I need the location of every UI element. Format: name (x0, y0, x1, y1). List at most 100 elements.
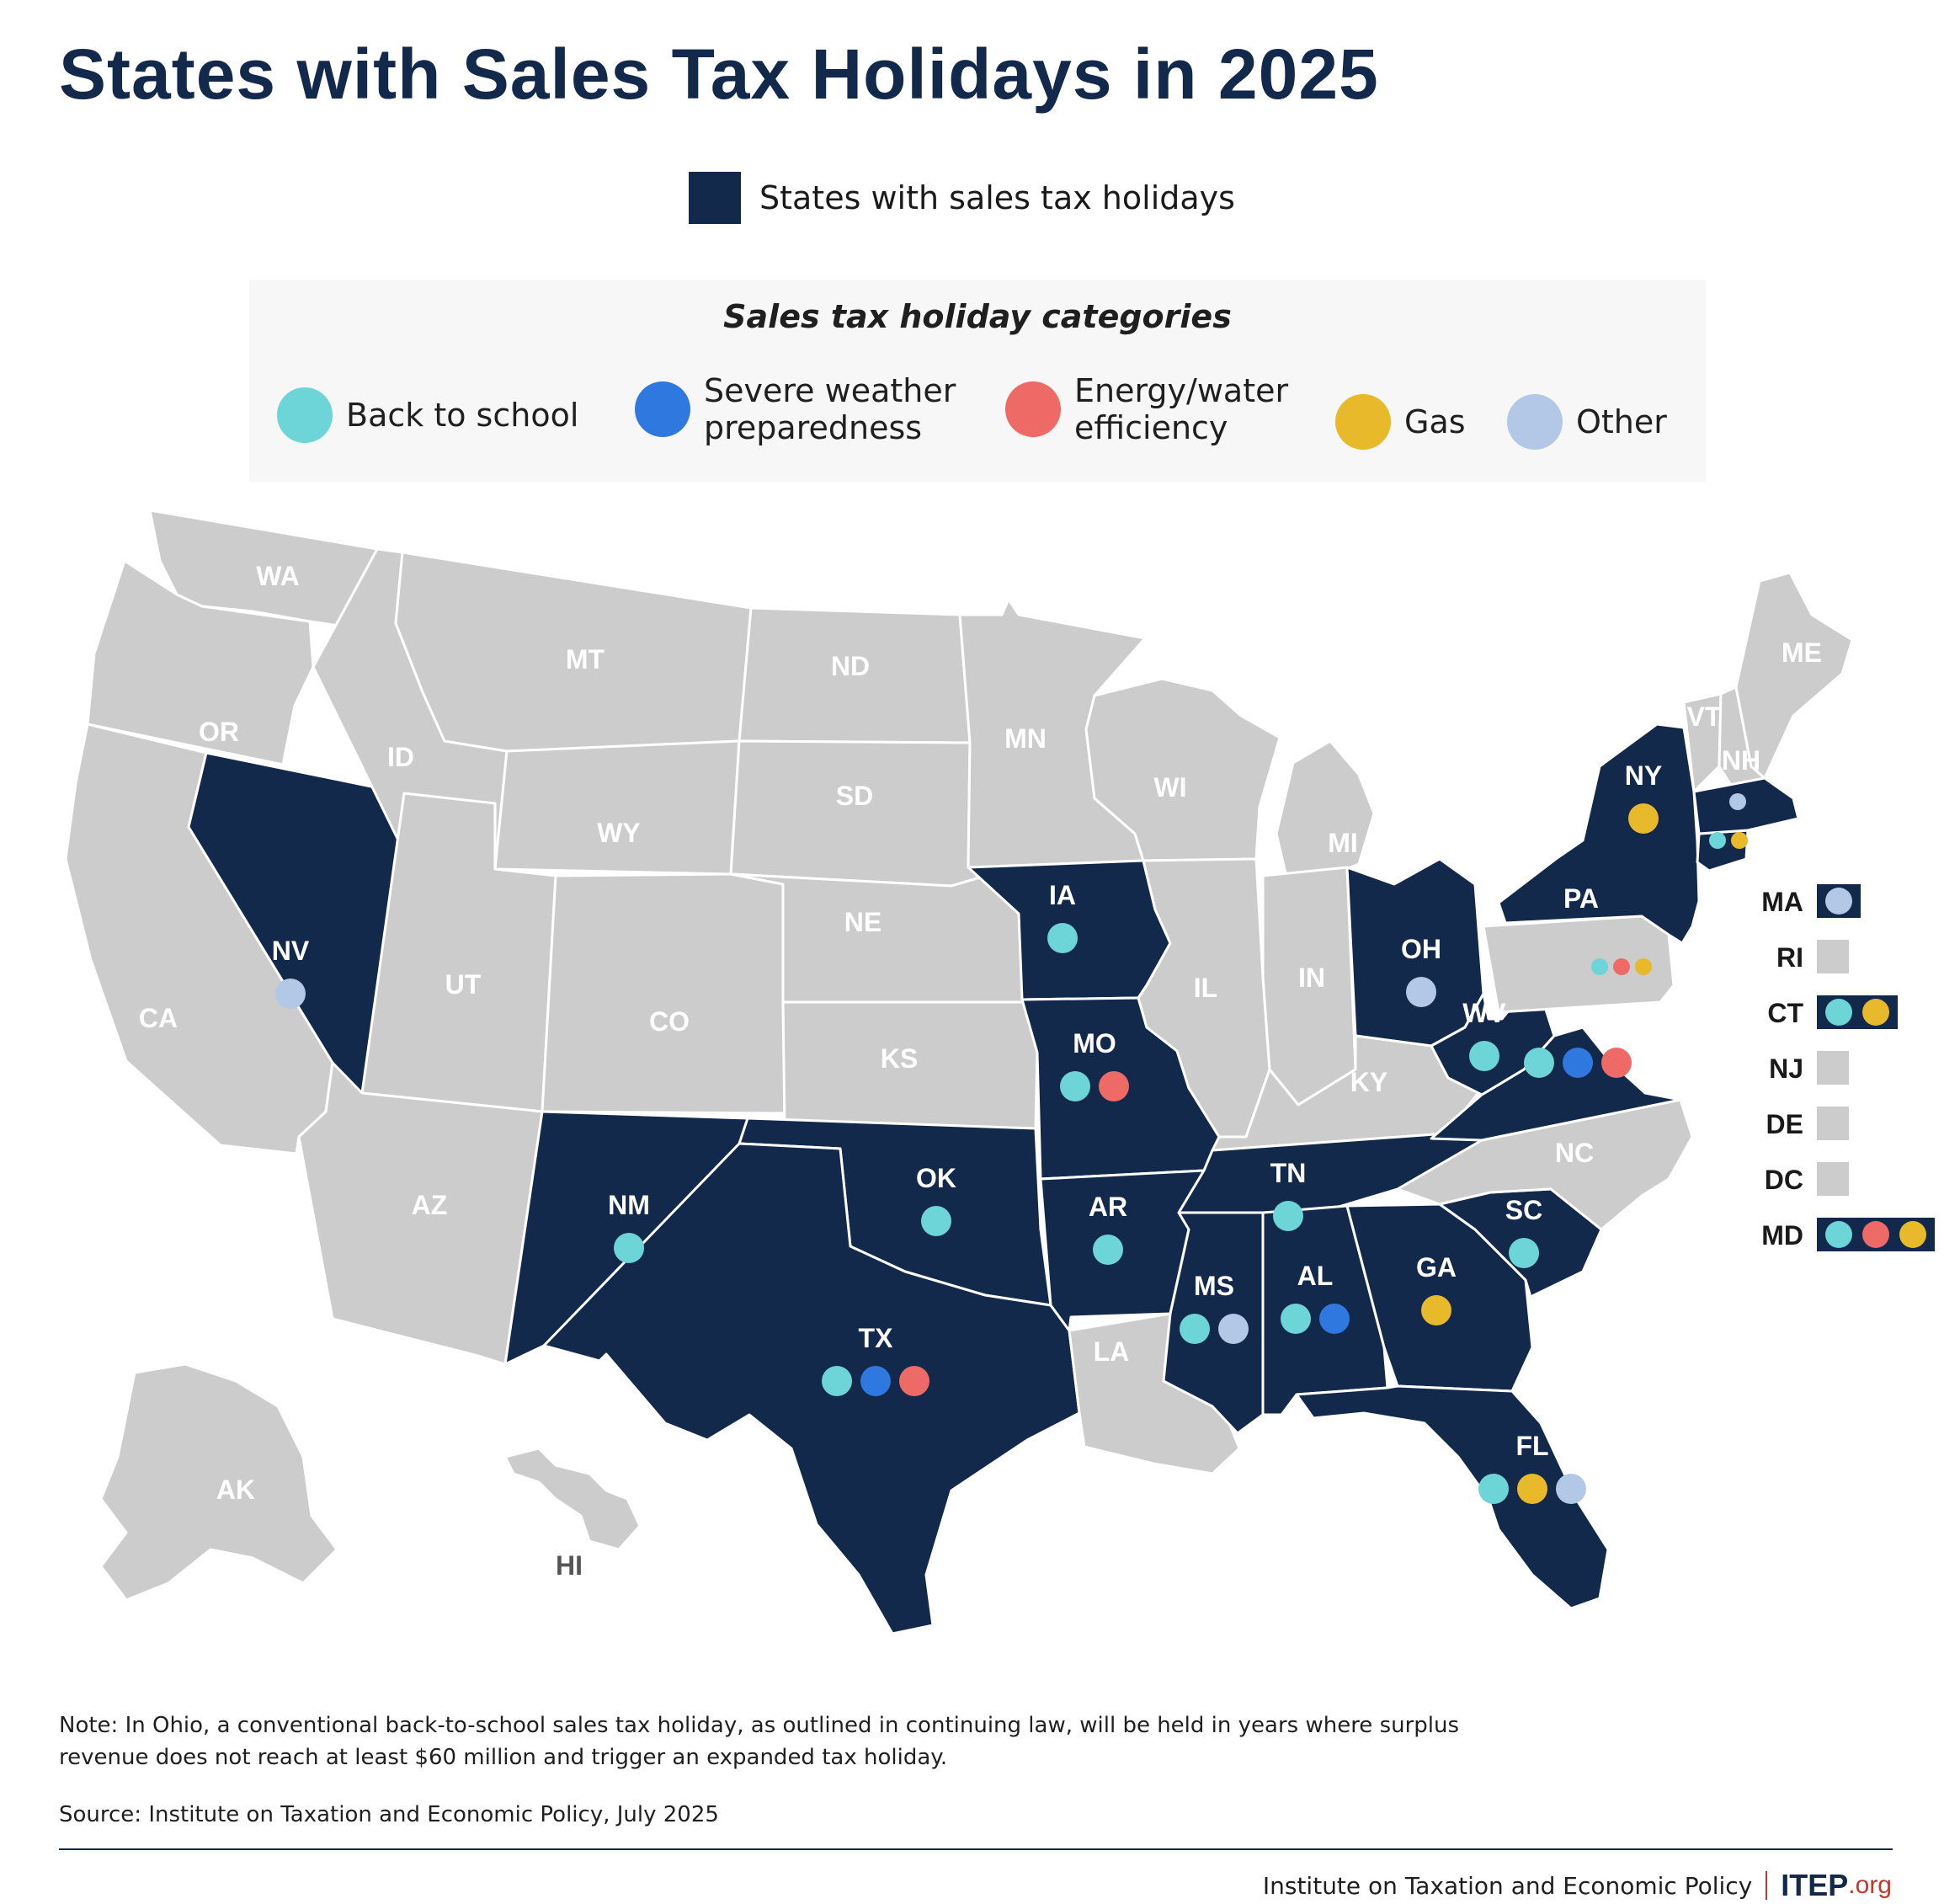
map-legend: States with sales tax holidays (689, 172, 1235, 224)
mo-school-dot (1060, 1071, 1090, 1101)
side-label-md: MD (1761, 1220, 1803, 1251)
state-label-ny: NY (1625, 760, 1662, 791)
nm-school-dot (614, 1233, 644, 1263)
ct-school-map-dot (1709, 832, 1726, 849)
state-label-ia: IA (1049, 880, 1076, 910)
state-me (1734, 571, 1854, 780)
state-label-tn: TN (1270, 1158, 1307, 1188)
energy-water-dot (1005, 381, 1061, 437)
side-label-ri: RI (1776, 942, 1803, 973)
state-label-mt: MT (566, 644, 605, 675)
state-label-va: VA (1560, 1005, 1595, 1035)
category-label: Gas (1404, 403, 1466, 440)
tx-energy-dot (899, 1366, 929, 1396)
state-label-ne: NE (844, 907, 881, 937)
state-mi (1275, 739, 1376, 886)
category-label: Severe weather preparedness (704, 372, 956, 446)
oh-other-dot (1406, 977, 1436, 1007)
va-weather-dot (1563, 1048, 1593, 1078)
ms-other-dot (1218, 1314, 1249, 1344)
mo-energy-dot (1099, 1071, 1129, 1101)
state-label-mo: MO (1073, 1028, 1116, 1059)
footer-org: Institute on Taxation and Economic Polic… (1262, 1871, 1753, 1900)
state-label-wy: WY (597, 818, 641, 848)
category-dots-layer (275, 793, 1748, 1504)
page-title: States with Sales Tax Holidays in 2025 (59, 35, 1379, 114)
state-label-mn: MN (1004, 723, 1047, 754)
state-label-la: LA (1094, 1336, 1130, 1367)
state-label-ak: AK (216, 1475, 255, 1505)
state-label-hi: HI (556, 1550, 583, 1581)
side-md-gas-dot (1899, 1221, 1926, 1248)
ct-gas-map-dot (1731, 832, 1748, 849)
ms-school-dot (1180, 1314, 1210, 1344)
state-ma (1692, 776, 1800, 835)
category-back-to-school: Back to school (277, 387, 578, 443)
state-sd (729, 739, 982, 888)
ma-other-map-dot (1729, 793, 1746, 810)
state-label-nv: NV (272, 936, 310, 966)
state-label-sc: SC (1505, 1195, 1542, 1225)
state-label-ms: MS (1194, 1271, 1234, 1301)
state-fl (1295, 1384, 1610, 1610)
state-ak (99, 1363, 338, 1602)
md-school-map-dot (1591, 958, 1608, 975)
side-label-dc: DC (1765, 1165, 1803, 1195)
state-label-co: CO (649, 1006, 690, 1037)
state-label-ut: UT (445, 969, 482, 1000)
state-label-ks: KS (881, 1043, 918, 1074)
small-states-legend: MA RI CT NJ DE DC MD (1761, 884, 1935, 1251)
state-label-oh: OH (1401, 934, 1441, 964)
state-hi (503, 1447, 642, 1551)
side-box-nj (1817, 1051, 1849, 1085)
state-co (541, 872, 786, 1115)
category-legend-title: Sales tax holiday categories (723, 298, 1232, 335)
side-label-ma: MA (1761, 887, 1803, 917)
legend-swatch-holiday (689, 172, 741, 224)
state-label-id: ID (387, 742, 414, 772)
category-legend: Sales tax holiday categories Back to sch… (249, 280, 1706, 482)
back-to-school-dot (277, 387, 333, 443)
state-label-tx: TX (859, 1323, 894, 1353)
state-label-fl: FL (1515, 1431, 1548, 1461)
state-tx (542, 1142, 1081, 1635)
state-label-al: AL (1297, 1261, 1334, 1291)
ny-gas-dot (1628, 803, 1659, 834)
state-label-ca: CA (139, 1003, 178, 1033)
state-label-az: AZ (412, 1190, 448, 1220)
state-label-il: IL (1194, 973, 1217, 1003)
footer-rule (59, 1848, 1893, 1850)
state-label-mi: MI (1328, 828, 1358, 858)
state-label-sd: SD (836, 781, 873, 811)
side-label-de: DE (1766, 1109, 1803, 1139)
footer: Institute on Taxation and Economic Polic… (1263, 1868, 1892, 1903)
fl-school-dot (1478, 1474, 1509, 1504)
side-ct-school-dot (1825, 999, 1852, 1026)
category-energy-water: Energy/water efficiency (1005, 372, 1288, 446)
state-label-nd: ND (831, 651, 870, 681)
category-severe-weather: Severe weather preparedness (635, 372, 956, 446)
category-label: Energy/water efficiency (1074, 372, 1289, 446)
state-label-ky: KY (1350, 1067, 1387, 1097)
va-energy-dot (1601, 1048, 1632, 1078)
other-dot (1507, 394, 1563, 450)
al-weather-dot (1319, 1304, 1350, 1334)
fl-gas-dot (1517, 1474, 1547, 1504)
ia-school-dot (1047, 923, 1078, 953)
state-label-ga: GA (1416, 1252, 1457, 1283)
va-school-dot (1524, 1048, 1554, 1078)
category-label: Back to school (346, 397, 579, 434)
side-ct-gas-dot (1862, 999, 1889, 1026)
tx-weather-dot (860, 1366, 891, 1396)
nv-other-dot (275, 979, 306, 1009)
side-box-de (1817, 1107, 1849, 1140)
state-wy (493, 739, 741, 876)
side-md-school-dot (1825, 1221, 1852, 1248)
side-label-ct: CT (1767, 998, 1803, 1028)
state-or (86, 559, 315, 766)
state-label-wa: WA (256, 561, 300, 591)
side-box-ri (1817, 940, 1849, 973)
md-energy-map-dot (1613, 958, 1630, 975)
ga-gas-dot (1421, 1295, 1451, 1325)
state-label-ar: AR (1089, 1192, 1127, 1222)
